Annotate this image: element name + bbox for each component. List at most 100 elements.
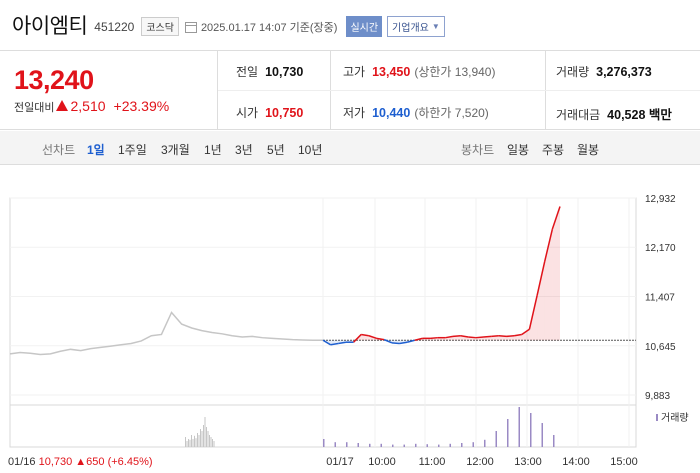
today-area-segment bbox=[552, 206, 560, 341]
up-triangle-icon bbox=[56, 100, 69, 111]
volume-bar bbox=[200, 429, 201, 447]
stock-code: 451220 bbox=[94, 20, 135, 34]
today-line-segment bbox=[361, 333, 369, 337]
today-line-segment bbox=[399, 341, 408, 345]
candle-chart-label: 봉차트 bbox=[461, 143, 495, 157]
volume-bar bbox=[541, 423, 543, 447]
today-area-segment bbox=[544, 229, 553, 341]
volume-bar bbox=[189, 439, 191, 447]
tab-5y[interactable]: 5년 bbox=[267, 143, 285, 157]
today-line-segment bbox=[475, 336, 484, 339]
tab-monthly[interactable]: 월봉 bbox=[577, 143, 600, 157]
market-badge: 코스닥 bbox=[141, 17, 179, 36]
prev-close-label: 전일 bbox=[236, 65, 259, 79]
volume-bar bbox=[392, 444, 394, 447]
volume-bar bbox=[530, 413, 532, 447]
prev-day-line bbox=[9, 311, 323, 356]
change-amount: 2,510 bbox=[70, 98, 106, 114]
calendar-icon[interactable] bbox=[184, 21, 197, 33]
today-line-segment bbox=[353, 333, 362, 343]
tab-1w[interactable]: 1주일 bbox=[118, 143, 147, 157]
today-line-segment bbox=[506, 335, 515, 338]
volume-bar bbox=[438, 444, 440, 447]
low-price: 저가 10,440 (하한가 7,520) bbox=[343, 104, 489, 121]
volume-bar bbox=[495, 431, 497, 447]
today-line-segment bbox=[406, 339, 415, 343]
today-line-segment bbox=[452, 335, 461, 338]
volume-bar bbox=[209, 435, 210, 447]
current-price: 13,240 bbox=[14, 65, 94, 95]
today-line-segment bbox=[536, 261, 546, 296]
tab-weekly[interactable]: 주봉 bbox=[542, 143, 565, 157]
trade-amount-label: 거래대금 bbox=[556, 108, 601, 122]
today-line-segment bbox=[322, 339, 332, 346]
company-info-label: 기업개요 bbox=[392, 23, 429, 34]
change-label: 전일대비 bbox=[14, 102, 55, 114]
x-tick-label: 01/17 bbox=[326, 456, 354, 468]
tab-1y[interactable]: 1년 bbox=[204, 143, 222, 157]
high-value: 13,450 bbox=[372, 65, 411, 79]
today-line-segment bbox=[376, 337, 385, 341]
volume: 거래량 3,276,373 bbox=[556, 63, 652, 80]
y-tick-label: 12,170 bbox=[645, 243, 676, 254]
volume-bar bbox=[415, 443, 417, 447]
prev-close: 전일 10,730 bbox=[236, 63, 303, 80]
x-tick-label: 12:00 bbox=[466, 456, 494, 468]
volume-legend-label: 거래량 bbox=[661, 412, 689, 424]
tab-3m[interactable]: 3개월 bbox=[161, 143, 190, 157]
stock-header: 아이엠티 451220 코스닥 2025.01.17 14:07 기준(장중) … bbox=[0, 0, 700, 50]
volume-legend-swatch bbox=[656, 414, 658, 421]
volume-bar bbox=[369, 443, 371, 447]
tab-1d[interactable]: 1일 bbox=[87, 143, 105, 157]
volume-bar bbox=[203, 425, 204, 447]
open-value: 10,750 bbox=[265, 106, 304, 120]
intraday-chart[interactable]: 12,932 12,170 11,407 10,645 9,883 거래량 01/17 10:… bbox=[0, 165, 700, 473]
volume-bar bbox=[198, 435, 200, 447]
y-tick-label: 9,883 bbox=[645, 391, 670, 402]
volume-bar bbox=[507, 419, 509, 447]
volume-bar bbox=[357, 443, 359, 447]
x-tick-label: 14:00 bbox=[562, 456, 590, 468]
volume-bar bbox=[206, 427, 207, 447]
volume-bar bbox=[518, 407, 520, 447]
volume-bar bbox=[195, 438, 197, 447]
today-line-segment bbox=[551, 206, 561, 230]
volume-bar bbox=[213, 441, 215, 447]
high-label: 고가 bbox=[343, 65, 366, 79]
today-line-segment bbox=[543, 228, 554, 262]
today-line-segment bbox=[429, 336, 438, 340]
volume-bar bbox=[553, 435, 555, 447]
x-tick-label: 13:00 bbox=[514, 456, 542, 468]
lower-limit: (하한가 7,520) bbox=[414, 106, 489, 120]
volume-bar bbox=[185, 437, 186, 447]
y-tick-label: 10,645 bbox=[645, 342, 676, 353]
line-chart-label: 선차트 bbox=[42, 143, 76, 157]
today-line-segment bbox=[383, 338, 393, 344]
stock-name: 아이엠티 bbox=[12, 15, 88, 38]
volume-bar bbox=[212, 439, 213, 447]
price-summary: 13,240 전일대비 2,510 +23.39% 전일 10,730 시가 1… bbox=[0, 50, 700, 130]
trade-amount: 거래대금 40,528 백만 bbox=[556, 104, 672, 123]
volume-bar bbox=[472, 442, 474, 447]
open-price: 시가 10,750 bbox=[236, 104, 303, 121]
change-row: 전일대비 2,510 +23.39% bbox=[14, 98, 217, 115]
company-info-dropdown[interactable]: 기업개요 ▼ bbox=[387, 16, 445, 37]
today-line-segment bbox=[528, 295, 538, 330]
today-area-segment bbox=[521, 329, 530, 341]
row-divider bbox=[218, 90, 700, 91]
today-line-segment bbox=[338, 341, 347, 345]
today-line-segment bbox=[414, 337, 423, 342]
x-tick-label: 11:00 bbox=[419, 456, 446, 468]
today-area-segment bbox=[537, 261, 545, 341]
tab-3y[interactable]: 3년 bbox=[235, 143, 253, 157]
volume-bar bbox=[426, 444, 428, 447]
x-tick-label: 15:00 bbox=[610, 456, 638, 468]
volume-bar bbox=[380, 443, 382, 447]
today-line-segment bbox=[391, 342, 400, 345]
y-tick-label: 12,932 bbox=[645, 194, 676, 205]
realtime-button[interactable]: 실시간 bbox=[346, 16, 383, 37]
current-price-box: 13,240 전일대비 2,510 +23.39% bbox=[0, 51, 218, 129]
volume-bar bbox=[461, 443, 463, 447]
tab-daily[interactable]: 일봉 bbox=[507, 143, 530, 157]
tab-10y[interactable]: 10년 bbox=[298, 143, 323, 157]
